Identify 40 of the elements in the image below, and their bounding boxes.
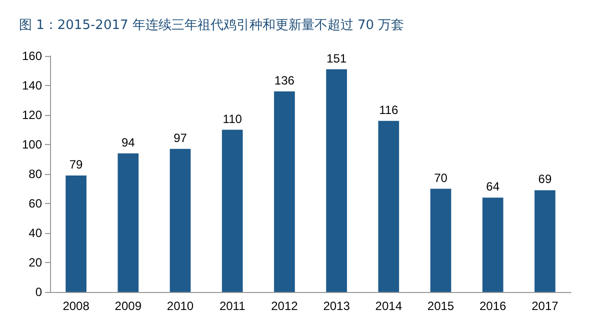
bar [534,190,556,292]
data-label: 94 [121,135,136,150]
data-label: 136 [274,73,295,88]
data-label: 64 [486,180,500,194]
data-label: 116 [379,102,399,117]
y-tick-label: 20 [28,256,42,270]
y-tick-label: 0 [35,285,42,299]
y-tick-label: 60 [28,196,42,210]
data-label: 110 [222,112,242,126]
x-tick-label: 2012 [271,299,298,313]
y-tick-label: 80 [28,167,42,181]
y-tick-label: 160 [22,49,42,63]
x-tick-label: 2009 [114,299,142,313]
x-tick-label: 2008 [62,299,90,313]
y-tick-label: 100 [22,138,42,152]
x-tick-label: 2010 [166,299,194,313]
bar [222,130,243,292]
data-label: 69 [538,172,552,186]
y-tick-label: 120 [22,108,42,122]
chart-title: 图 1：2015-2017 年连续三年祖代鸡引种和更新量不超过 70 万套 [19,18,404,33]
x-tick-label: 2016 [480,299,507,313]
y-tick-label: 140 [22,78,42,92]
x-tick-label: 2014 [375,299,402,313]
x-tick-label: 2017 [532,299,559,313]
y-tick-label: 40 [28,226,42,240]
data-label: 79 [69,157,84,172]
bar [326,69,347,292]
bar [66,175,86,292]
bar [430,188,452,292]
bar [274,91,295,292]
x-tick-label: 2013 [323,299,350,313]
x-tick-label: 2011 [219,299,246,313]
x-tick-label: 2015 [427,299,454,313]
data-label: 70 [434,170,448,185]
bar [482,198,504,292]
bar [170,148,191,292]
data-label: 97 [174,130,188,145]
bar [378,120,400,292]
data-label: 151 [326,51,347,66]
bar [118,153,139,292]
